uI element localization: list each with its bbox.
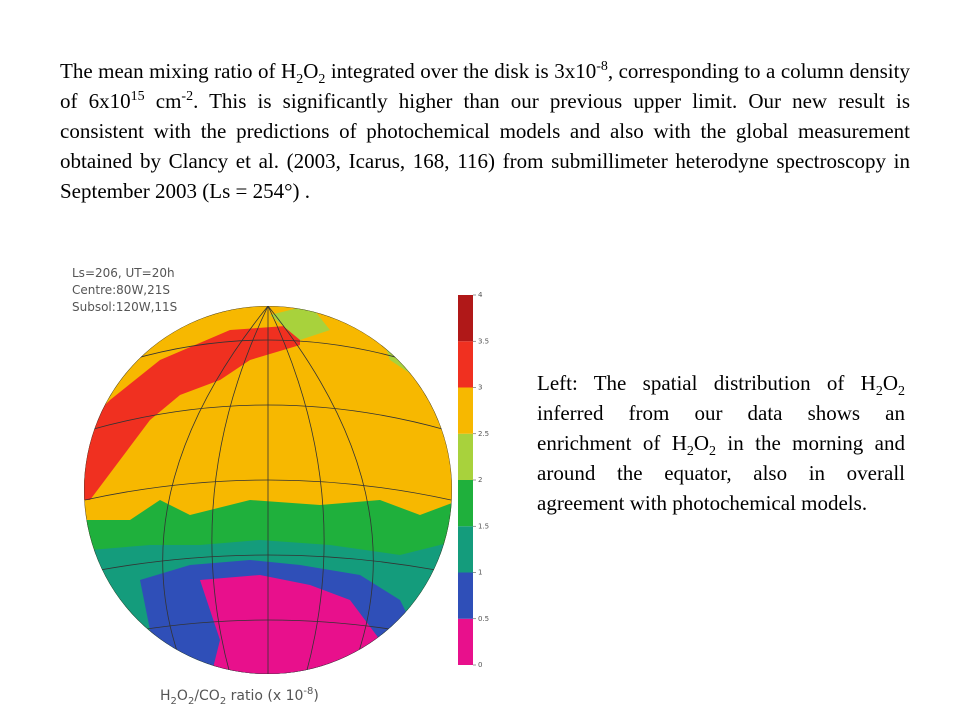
colorbar-band [458,526,473,573]
text: The mean mixing ratio of H [60,59,297,83]
subscript: 2 [220,696,226,707]
colorbar-tick-label: 1 [478,569,482,577]
colorbar-band [458,295,473,342]
text: ) [313,688,318,704]
subscript: 2 [188,696,194,707]
subscript: 2 [686,444,694,460]
caption: H2O2/CO2 ratio (x 10-8) [160,686,319,707]
colorbar-tick-label: 3.5 [478,337,489,345]
text: Left: The spatial distribution of H [537,371,876,395]
text: integrated over the disk is 3x10 [325,59,597,83]
colorbar-tick-label: 1.5 [478,522,489,530]
colorbar: 0 0.5 1 1.5 2 2.5 3 3.5 4 [458,291,489,669]
text: O [177,688,188,704]
subscript: 2 [296,72,304,88]
subscript: 2 [898,384,905,400]
colorbar-band [458,572,473,619]
subscript: 2 [171,696,177,707]
text: O [303,59,319,83]
text: H [160,688,171,704]
text: /CO [194,688,220,704]
colorbar-band [458,433,473,480]
text: inferred from our data shows an enrichme… [537,401,905,455]
colorbar-tick-label: 0 [478,661,482,669]
colorbar-tick-label: 4 [478,291,483,299]
figure-info: Centre:80W,21S [72,283,170,297]
text: cm [144,89,182,113]
subscript: 2 [318,72,326,88]
colorbar-tick-label: 2 [478,476,482,484]
text: in the morning and around the equator, a… [537,431,905,515]
text: O [693,431,710,455]
colorbar-band [458,618,473,665]
paragraph: The mean mixing ratio of H2O2 integrated… [60,56,910,206]
colorbar-tick-label: 2.5 [478,430,489,438]
superscript: -8 [303,686,313,697]
text: O [882,371,898,395]
colorbar-band [458,387,473,434]
text: , corresponding to a column density of 6… [60,59,910,113]
superscript: 15 [130,89,145,104]
colorbar-tick-label: 0.5 [478,615,489,623]
superscript: -2 [181,89,194,104]
subscript: 2 [875,384,883,400]
figure-info: Subsol:120W,11S [72,300,177,314]
superscript: -8 [596,59,608,74]
colorbar-tick-label: 3 [478,384,482,392]
figure-info: Ls=206, UT=20h [72,266,175,280]
text: ratio (x 10 [226,688,303,704]
colorbar-band [458,341,473,388]
text: . This is significantly higher than our … [60,89,911,203]
colorbar-band [458,480,473,527]
globe [84,306,452,674]
subscript: 2 [709,444,717,460]
paragraph: Left: The spatial distribution of H2O2 i… [537,368,905,518]
